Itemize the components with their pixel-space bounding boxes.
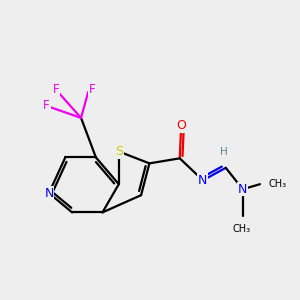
Text: H: H — [220, 146, 228, 157]
Text: S: S — [115, 145, 123, 158]
Text: F: F — [43, 99, 50, 112]
Text: CH₃: CH₃ — [232, 224, 250, 234]
Text: N: N — [44, 187, 54, 200]
Text: N: N — [198, 174, 208, 187]
Text: O: O — [176, 119, 186, 132]
Text: CH₃: CH₃ — [268, 179, 286, 189]
Text: F: F — [52, 83, 59, 96]
Text: F: F — [88, 83, 95, 96]
Text: N: N — [238, 183, 247, 196]
